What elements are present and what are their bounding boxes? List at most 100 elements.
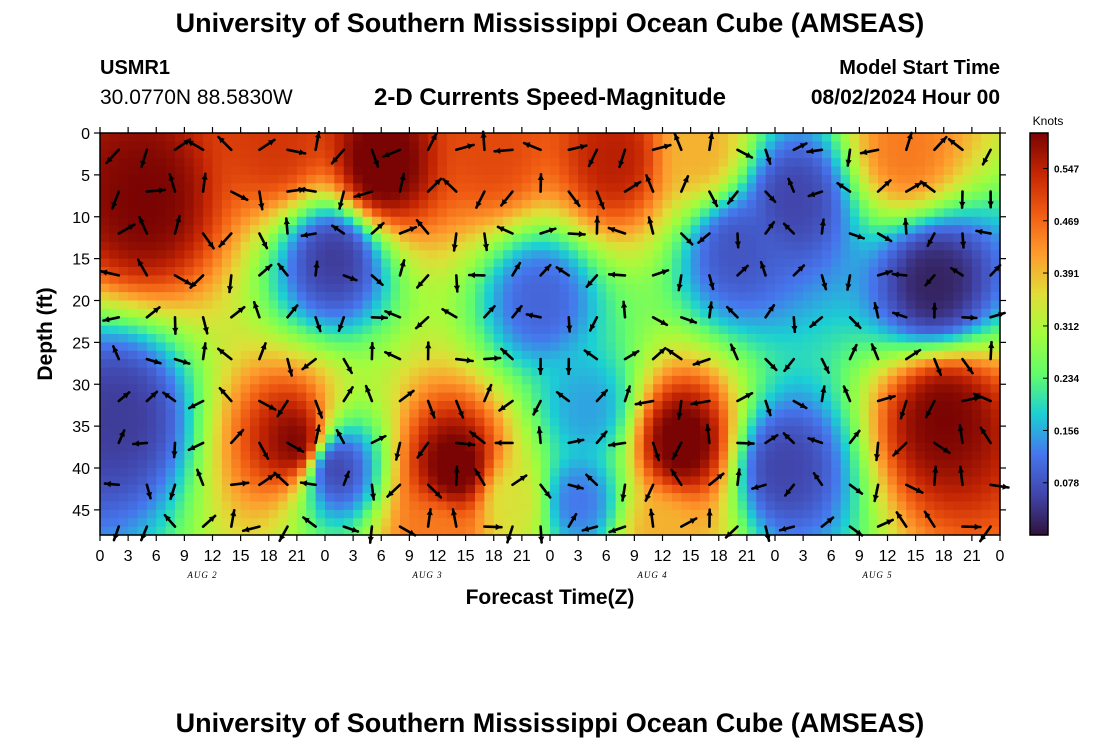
heatmap-cell — [203, 133, 214, 142]
heatmap-cell — [278, 325, 289, 335]
heatmap-cell — [231, 459, 242, 469]
heatmap-cell — [700, 225, 710, 235]
heatmap-cell — [362, 442, 373, 452]
heatmap-cell — [643, 334, 654, 343]
heatmap-cell — [756, 518, 767, 528]
heatmap-cell — [390, 334, 401, 343]
heatmap-cell — [887, 401, 898, 410]
heatmap-cell — [868, 434, 879, 444]
heatmap-cell — [240, 484, 251, 494]
heatmap-cell — [493, 233, 504, 243]
heatmap-cell — [465, 509, 476, 519]
heatmap-cell — [671, 426, 682, 436]
heatmap-cell — [887, 367, 898, 377]
heatmap-cell — [428, 375, 439, 385]
heatmap-cell — [868, 401, 879, 410]
current-arrow — [441, 307, 458, 319]
heatmap-cell — [746, 501, 757, 511]
heatmap-cell — [578, 233, 589, 243]
heatmap-cell — [953, 191, 964, 201]
heatmap-cell — [259, 133, 270, 142]
heatmap-cell — [250, 451, 260, 461]
heatmap-cell — [840, 426, 851, 436]
heatmap-cell — [362, 183, 373, 193]
y-tick-label: 10 — [72, 210, 90, 227]
heatmap-cell — [456, 359, 467, 369]
heatmap-cell — [156, 283, 167, 293]
heatmap-cell — [953, 375, 964, 385]
heatmap-cell — [437, 233, 448, 243]
heatmap-cell — [896, 359, 907, 369]
heatmap-cell — [353, 308, 364, 318]
heatmap-cell — [634, 275, 645, 285]
heatmap-cell — [690, 401, 701, 410]
heatmap-cell — [428, 401, 439, 410]
heatmap-cell — [718, 225, 729, 235]
heatmap-cell — [887, 275, 898, 285]
current-arrow — [426, 399, 436, 419]
heatmap-cell — [156, 308, 167, 318]
heatmap-cell — [906, 334, 917, 343]
heatmap-cell — [165, 417, 176, 427]
heatmap-cell — [765, 426, 776, 436]
heatmap-cell — [118, 149, 129, 159]
heatmap-cell — [700, 308, 710, 318]
heatmap-cell — [306, 149, 317, 159]
heatmap-cell — [146, 317, 157, 327]
heatmap-cell — [437, 442, 448, 452]
heatmap-cell — [231, 476, 242, 486]
heatmap-cell — [521, 484, 532, 494]
heatmap-cell — [746, 459, 757, 469]
heatmap-cell — [840, 308, 851, 318]
heatmap-cell — [409, 367, 420, 377]
current-arrow — [369, 341, 376, 361]
heatmap-cell — [456, 334, 467, 343]
heatmap-cell — [971, 484, 982, 494]
heatmap-cell — [109, 275, 120, 285]
current-arrow — [227, 274, 234, 294]
heatmap-cell — [793, 200, 804, 209]
heatmap-cell — [268, 133, 279, 142]
heatmap-cell — [840, 434, 851, 444]
heatmap-cell — [456, 342, 467, 352]
heatmap-cell — [493, 174, 504, 184]
heatmap-cell — [840, 267, 851, 276]
heatmap-cell — [165, 275, 176, 285]
heatmap-cell — [981, 283, 992, 293]
heatmap-cell — [325, 325, 335, 335]
heatmap-cell — [156, 225, 167, 235]
heatmap-cell — [240, 133, 251, 142]
heatmap-cell — [493, 241, 504, 251]
heatmap-cell — [390, 342, 401, 352]
heatmap-cell — [728, 459, 739, 469]
heatmap-cell — [606, 401, 617, 410]
heatmap-cell — [990, 158, 1001, 168]
heatmap-cell — [446, 325, 457, 335]
heatmap-cell — [700, 200, 710, 209]
heatmap-cell — [146, 275, 157, 285]
heatmap-cell — [475, 183, 485, 193]
heatmap-cell — [550, 133, 560, 142]
current-arrow — [330, 224, 346, 235]
heatmap-cell — [859, 493, 870, 503]
heatmap-cell — [146, 258, 157, 268]
heatmap-cell — [840, 166, 851, 176]
heatmap-cell — [521, 325, 532, 335]
heatmap-cell — [512, 233, 523, 243]
heatmap-cell — [240, 476, 251, 486]
current-arrow — [370, 434, 387, 445]
heatmap-cell — [446, 434, 457, 444]
heatmap-cell — [681, 359, 692, 369]
heatmap-cell — [184, 267, 195, 276]
heatmap-cell — [512, 250, 523, 260]
heatmap-cell — [371, 451, 382, 461]
heatmap-cell — [231, 409, 242, 419]
heatmap-cell — [306, 292, 317, 302]
heatmap-cell — [371, 208, 382, 218]
heatmap-cell — [203, 258, 214, 268]
heatmap-cell — [981, 174, 992, 184]
heatmap-cell — [221, 342, 232, 352]
heatmap-cell — [981, 451, 992, 461]
current-arrow — [842, 385, 852, 403]
heatmap-cell — [268, 241, 279, 251]
